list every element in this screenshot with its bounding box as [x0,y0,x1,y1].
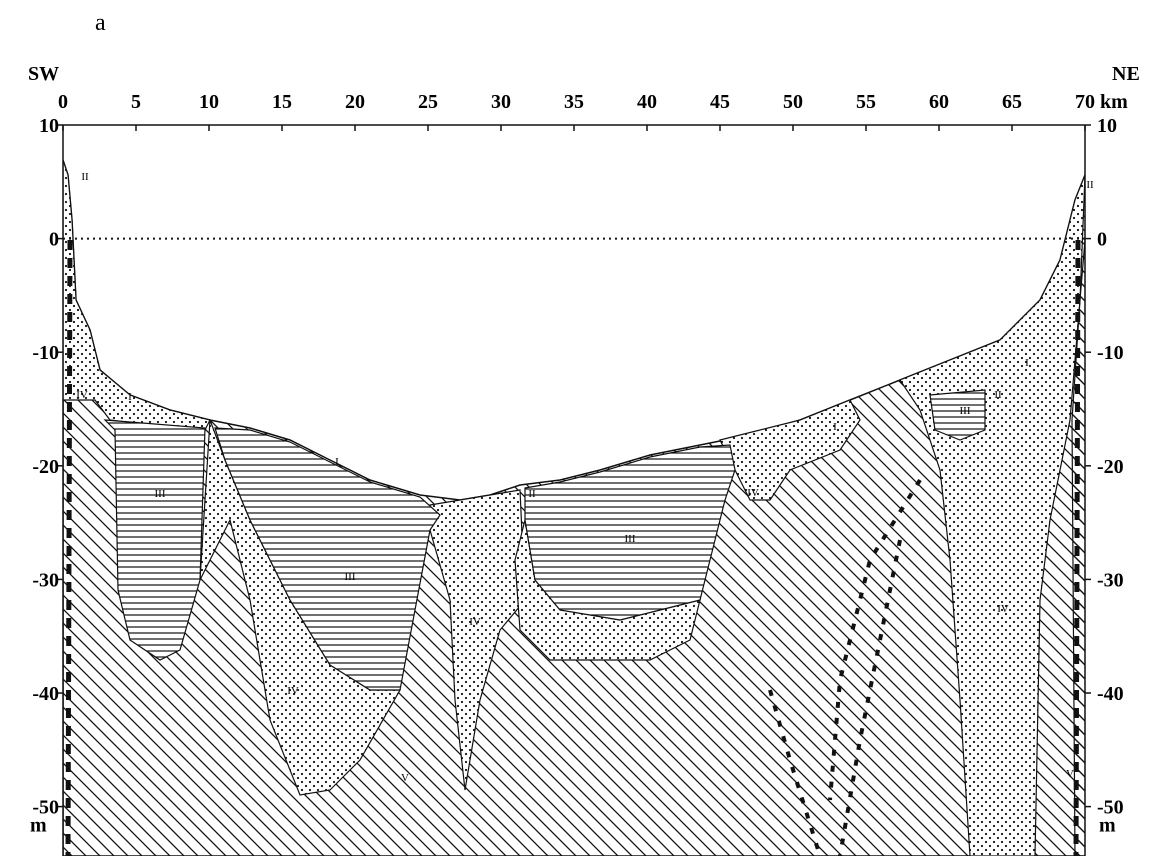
unit-label: IV [997,603,1009,615]
panel-label: a [95,10,106,36]
y-unit: m [1099,815,1116,837]
x-tick-label: 70 km [1075,91,1128,113]
fault [1076,240,1078,856]
y-tick-label: -10 [1097,342,1124,364]
ne-label: NE [1112,63,1140,85]
unit-label: I [128,391,132,403]
unit-label: V [1066,768,1074,780]
x-tick-label: 15 [272,91,292,113]
y-tick-label: -40 [32,683,59,705]
unit-label: IV [287,685,299,697]
x-tick-label: 0 [58,91,68,113]
y-tick-label: 10 [39,115,59,137]
y-tick-label: -20 [1097,456,1124,478]
x-tick-label: 20 [345,91,365,113]
x-tick-label: 65 [1002,91,1022,113]
figure: a SW NE 0510152025303540455055606570 km1… [0,0,1158,856]
y-tick-label: -20 [32,456,59,478]
unit-label: III [625,533,636,545]
sw-label: SW [28,63,59,85]
x-tick-label: 50 [783,91,803,113]
x-tick-label: 40 [637,91,657,113]
fault [68,240,70,856]
unit-label: I [833,421,837,433]
section [63,148,1100,856]
unit-label: V [401,772,409,784]
unit-label: III [345,571,356,583]
x-tick-label: 35 [564,91,584,113]
y-unit: m [30,815,47,837]
unit-label: II [528,488,536,500]
unit-label: I [1025,357,1029,369]
y-tick-label: -30 [32,569,59,591]
x-tick-label: 45 [710,91,730,113]
y-tick-label: -40 [1097,683,1124,705]
y-tick-label: 10 [1097,115,1117,137]
unit-label: III [155,488,166,500]
x-tick-label: 10 [199,91,219,113]
unit-label: IV [469,616,481,628]
x-tick-label: 5 [131,91,141,113]
y-tick-label: 0 [1097,229,1107,251]
y-tick-label: 0 [49,229,59,251]
unit-label: III [960,405,971,417]
unit-label: I [335,456,339,468]
y-tick-label: -30 [1097,569,1124,591]
unit-label: II [81,171,89,183]
x-tick-label: 30 [491,91,511,113]
unit-label: II [1086,179,1094,191]
y-tick-label: -10 [32,342,59,364]
x-tick-label: 55 [856,91,876,113]
unit-label: II [994,389,1002,401]
unit-label: IV [76,389,88,401]
x-tick-label: 60 [929,91,949,113]
x-tick-label: 25 [418,91,438,113]
unit-label: IV [747,487,759,499]
